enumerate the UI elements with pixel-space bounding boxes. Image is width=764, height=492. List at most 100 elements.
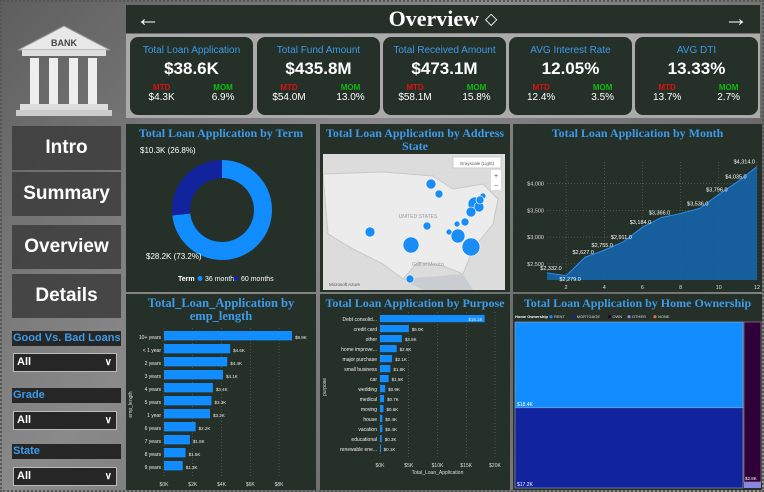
category-label: 7 years	[145, 439, 162, 445]
category-label: educational	[351, 437, 377, 443]
data-label: $3,366.0	[649, 210, 670, 216]
map-svg[interactable]: UNITED STATES Gulf of Mexico Grayscale (…	[323, 154, 505, 290]
area-svg: $2,500 $3,000 $3,500 $4,000 2 4 6 8 10 12 $2,332.0…	[527, 160, 760, 291]
bar	[380, 365, 391, 373]
data-label: $0.1K	[384, 447, 396, 452]
legend-marker	[653, 315, 657, 319]
bank-logo: BANK	[16, 25, 112, 116]
state-bubble	[461, 237, 481, 257]
zoom-in-icon[interactable]: +	[494, 173, 498, 180]
data-label: $0.3K	[385, 437, 397, 442]
y-tick-label: $3,000	[527, 235, 544, 241]
arrow-left-icon[interactable]: ←	[136, 5, 160, 32]
purpose-bar-svg: $0K $5K $10K $15K $20K Debt consolid... $18.2K…	[322, 312, 501, 476]
legend-marker	[197, 276, 203, 281]
eraser-icon[interactable]: ◇	[485, 11, 498, 28]
data-label: $2.2K	[199, 426, 211, 431]
x-tick-label: 12	[754, 285, 760, 291]
category-label: Debt consolid...	[343, 317, 377, 323]
chart-title: Total Loan Application by Purpose	[325, 296, 505, 310]
state-bubble	[364, 226, 376, 238]
bar	[164, 435, 190, 445]
nav-intro-button[interactable]: Intro	[12, 126, 121, 170]
bar	[380, 385, 386, 393]
state-bubble	[475, 195, 485, 205]
state-dropdown[interactable]: All ∨	[13, 467, 117, 486]
dropdown-value: All	[17, 470, 32, 482]
address-state-map: Total Loan Application by Address State …	[320, 124, 510, 292]
arrow-right-icon[interactable]: →	[724, 5, 748, 32]
data-label: $3.2K	[213, 413, 225, 418]
data-label: $8.9K	[295, 335, 307, 340]
data-label: $3.8K	[405, 337, 417, 342]
legend-item: RENT	[554, 314, 565, 319]
country-label: UNITED STATES	[399, 214, 438, 220]
mom-label: MOM	[213, 83, 233, 92]
slice-label: $28.2K (73.2%)	[146, 252, 202, 261]
mom-value: 15.8%	[462, 92, 491, 103]
kpi-value: 12.05%	[541, 59, 600, 78]
bar	[380, 425, 383, 433]
x-tick-label: 4	[603, 285, 606, 291]
bar	[164, 331, 292, 341]
donut-slice-36-months	[172, 160, 272, 260]
zoom-out-icon[interactable]: −	[494, 183, 498, 190]
category-label: renewable ene...	[340, 447, 377, 453]
state-bubble	[402, 236, 420, 254]
data-label: $0.4K	[385, 417, 397, 422]
grade-dropdown[interactable]: All ∨	[13, 411, 117, 430]
bar	[380, 375, 389, 383]
mtd-label: MTD	[280, 83, 298, 92]
chevron-down-icon: ∨	[104, 415, 112, 426]
x-tick-label: 10	[716, 285, 722, 291]
data-label: $1.8K	[393, 367, 405, 372]
data-label: $3.3K	[214, 400, 226, 405]
bar	[380, 415, 383, 423]
mtd-value: $54.0M	[272, 92, 306, 103]
data-label: $0.7K	[387, 397, 399, 402]
month-area-chart: Total Loan Application by Month $2,500 $3…	[513, 124, 762, 292]
bar	[164, 370, 223, 380]
bar	[380, 405, 384, 413]
donut-slice-60-months	[172, 160, 222, 216]
chart-title: Total Loan Application by Home Ownership	[523, 296, 752, 310]
legend-item: OTHER	[632, 314, 646, 319]
data-label: $1.5K	[392, 377, 404, 382]
bar	[380, 355, 393, 363]
chart-title: Total Loan Application by Term	[138, 126, 304, 140]
state-bubble	[465, 206, 477, 218]
filter-label-good-bad: Good Vs. Bad Loans	[12, 331, 121, 346]
nav-overview-button[interactable]: Overview	[12, 225, 121, 269]
legend-marker	[627, 315, 631, 319]
category-label: small business	[344, 367, 377, 373]
legend-title: Home Ownership	[515, 314, 548, 319]
kpi-value: $435.8M	[285, 59, 352, 78]
treemap-svg: Home Ownership RENT MORTGAGE OWN OTHER NONE $1…	[514, 314, 762, 489]
kpi-total-fund-amount: Total Fund Amount $435.8M MTD $54.0M MOM 13.0…	[257, 37, 380, 115]
mtd-value: $4.3K	[148, 92, 175, 103]
data-label: $1.3K	[186, 465, 198, 470]
mom-value: 13.0%	[336, 92, 365, 103]
kpi-label: Total Fund Amount	[276, 45, 361, 56]
good-bad-loans-dropdown[interactable]: All ∨	[13, 353, 117, 372]
map-style-button[interactable]: Grayscale (Light)	[460, 161, 495, 166]
bar	[164, 422, 196, 432]
legend-item: 36 months	[205, 276, 238, 283]
nav-details-button[interactable]: Details	[12, 274, 121, 318]
state-bubble	[460, 217, 470, 227]
nav-summary-button[interactable]: Summary	[12, 172, 121, 216]
bar	[164, 383, 213, 393]
map-zoom-controls[interactable]: +−	[491, 170, 501, 190]
azure-logo: Microsoft Azure	[329, 282, 361, 287]
category-label: vacation	[358, 427, 377, 433]
mtd-label: MTD	[532, 83, 550, 92]
legend-item: NONE	[658, 314, 670, 319]
x-tick-label: $6K	[246, 482, 256, 488]
x-tick-label: $0K	[376, 463, 386, 469]
bar	[380, 435, 382, 443]
chevron-down-icon: ∨	[104, 357, 112, 368]
category-label: medical	[360, 397, 377, 403]
state-bubble	[445, 228, 453, 236]
legend-item: MORTGAGE	[577, 314, 601, 319]
y-tick-label: $2,500	[527, 262, 544, 268]
